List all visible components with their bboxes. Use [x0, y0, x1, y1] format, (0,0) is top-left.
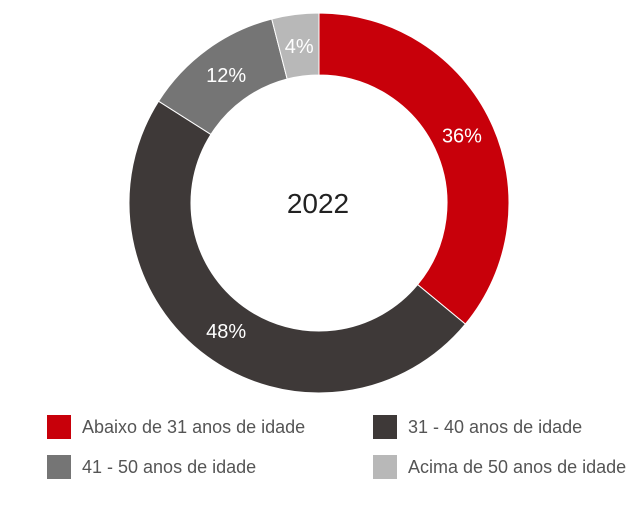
donut-slice [271, 12, 320, 80]
legend-label: Acima de 50 anos de idade [408, 456, 627, 477]
data-label: 36% [442, 126, 482, 148]
donut-slice [318, 12, 510, 325]
legend-label: 31 - 40 anos de idade [408, 416, 583, 437]
data-label: 4% [285, 36, 314, 58]
legend-item-abaixo-31: Abaixo de 31 anos de idade [47, 415, 305, 439]
legend-swatch [47, 455, 71, 479]
legend-item-acima-50: Acima de 50 anos de idade [373, 455, 626, 479]
legend-label: 41 - 50 anos de idade [82, 456, 257, 477]
data-label: 48% [206, 321, 246, 343]
legend-item-41-50: 41 - 50 anos de idade [47, 455, 256, 479]
legend-label: Abaixo de 31 anos de idade [82, 416, 306, 437]
donut-slice [128, 100, 467, 394]
chart-center-title: 2022 [287, 188, 349, 219]
data-label: 12% [206, 65, 246, 87]
donut-chart: 36% 48% 12% 4% 2022 [128, 12, 510, 394]
legend-swatch [373, 415, 397, 439]
legend-swatch [47, 415, 71, 439]
legend-item-31-40: 31 - 40 anos de idade [373, 415, 582, 439]
legend-swatch [373, 455, 397, 479]
